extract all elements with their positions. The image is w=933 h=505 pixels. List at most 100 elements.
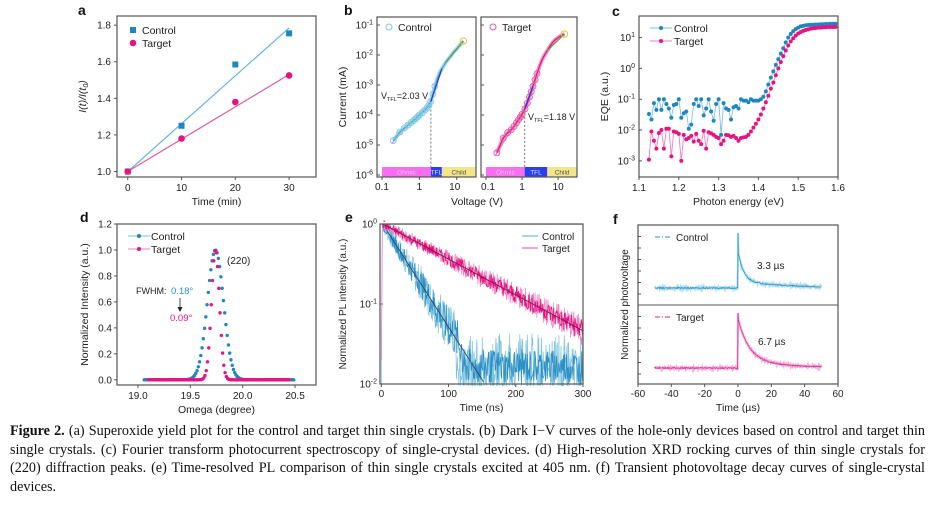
data-point-target bbox=[124, 168, 132, 175]
x-tick-label: 100 bbox=[440, 389, 457, 400]
data-point bbox=[768, 75, 773, 80]
data-point bbox=[669, 115, 674, 120]
x-tick-label: -60 bbox=[631, 389, 646, 400]
x-tick-label: 0.1 bbox=[481, 182, 495, 193]
legend-marker-control bbox=[130, 27, 136, 33]
x-tick-label: 10 bbox=[176, 183, 188, 194]
data-point bbox=[758, 112, 763, 117]
data-point bbox=[418, 109, 426, 117]
x-axis-label: Time (min) bbox=[192, 196, 242, 208]
panel-label-b: b bbox=[344, 2, 353, 18]
legend-label-control: Control bbox=[142, 25, 176, 37]
data-point bbox=[679, 115, 684, 120]
data-point bbox=[219, 333, 224, 338]
y-tick-label: 10-3 bbox=[356, 80, 373, 92]
y-tick-label: 10-4 bbox=[356, 110, 373, 122]
vtfl-label: VTFL=1.18 V bbox=[528, 112, 575, 124]
data-point bbox=[761, 94, 766, 99]
pl-trace-control bbox=[382, 224, 584, 385]
data-point bbox=[499, 134, 507, 142]
data-point bbox=[709, 109, 714, 114]
data-point-end bbox=[459, 37, 468, 45]
data-point bbox=[661, 97, 666, 102]
data-point bbox=[197, 360, 202, 364]
data-point bbox=[220, 286, 224, 291]
data-point-target bbox=[178, 135, 185, 142]
x-tick-label: 1 bbox=[417, 182, 423, 193]
data-point bbox=[217, 286, 221, 291]
x-tick-label: 20 bbox=[766, 389, 778, 400]
y-axis-label: EQE (a.u.) bbox=[599, 72, 611, 122]
x-tick-label: 0 bbox=[379, 389, 385, 400]
data-point bbox=[651, 101, 656, 106]
data-point bbox=[389, 137, 397, 145]
data-point bbox=[694, 131, 699, 136]
caption-text: (a) Superoxide yield plot for the contro… bbox=[10, 423, 925, 495]
x-tick-label: 19.0 bbox=[128, 391, 148, 402]
data-point bbox=[736, 106, 741, 111]
data-point bbox=[711, 118, 716, 123]
data-point bbox=[696, 104, 701, 109]
data-point bbox=[425, 101, 433, 109]
data-point-target bbox=[232, 98, 239, 106]
axes-frame-b-target bbox=[480, 16, 578, 178]
x-tick-label: 1.6 bbox=[831, 183, 845, 194]
region-band-ohmic bbox=[486, 167, 525, 177]
y-tick-label: 0.0 bbox=[98, 375, 112, 386]
data-point bbox=[833, 24, 838, 29]
x-axis-label: Time (ns) bbox=[460, 402, 504, 414]
legend-marker-control bbox=[137, 234, 141, 238]
data-point-control bbox=[232, 61, 239, 68]
lifetime-label-control: 3.3 µs bbox=[757, 261, 784, 272]
region-label-tfl: TFL bbox=[431, 170, 443, 177]
panel-label-f: f bbox=[613, 211, 618, 227]
y-tick-label: 10-2 bbox=[356, 50, 373, 62]
data-point bbox=[210, 278, 215, 283]
fwhm-control-value: 0.18° bbox=[171, 286, 193, 297]
data-point bbox=[676, 97, 681, 102]
data-point bbox=[396, 128, 404, 136]
data-point bbox=[781, 54, 786, 59]
data-point bbox=[654, 146, 659, 151]
data-point bbox=[699, 97, 704, 102]
fit-line-tfl bbox=[524, 86, 534, 110]
y-axis-label: Normalized PL intensity (a.u.) bbox=[338, 239, 349, 370]
data-point bbox=[751, 125, 756, 130]
data-point bbox=[221, 298, 226, 303]
data-point bbox=[231, 367, 236, 372]
y-tick-label: 10-2 bbox=[360, 379, 377, 391]
legend-marker-control bbox=[659, 26, 663, 30]
data-point bbox=[736, 138, 741, 143]
y-tick-label: 100 bbox=[362, 219, 377, 231]
data-point bbox=[656, 131, 661, 136]
legend-label-target: Target bbox=[674, 36, 703, 48]
y-tick-label: 10-3 bbox=[618, 155, 635, 167]
fwhm-target-value: 0.09° bbox=[170, 313, 192, 324]
data-point bbox=[704, 106, 709, 111]
data-point bbox=[219, 275, 223, 279]
y-tick-label: 1.2 bbox=[97, 130, 111, 141]
data-point bbox=[694, 97, 699, 102]
axes-frame-d bbox=[116, 223, 317, 386]
y-tick-label: 10-1 bbox=[618, 94, 635, 106]
region-band-child bbox=[547, 167, 577, 177]
data-point bbox=[212, 259, 216, 263]
x-tick-label: 1.2 bbox=[672, 183, 686, 194]
x-tick-label: 20.0 bbox=[233, 391, 253, 402]
tpv-trace-target bbox=[654, 312, 822, 370]
data-point bbox=[674, 101, 679, 106]
x-tick-label: 1.1 bbox=[632, 183, 646, 194]
x-tick-label: 300 bbox=[575, 389, 592, 400]
fwhm-arrow-head bbox=[177, 307, 183, 312]
data-point bbox=[646, 157, 651, 162]
data-point bbox=[208, 326, 212, 331]
data-point bbox=[204, 315, 208, 319]
x-tick-label: 1 bbox=[519, 182, 525, 193]
data-point bbox=[659, 128, 664, 133]
data-point bbox=[706, 97, 711, 102]
data-point bbox=[766, 82, 771, 87]
data-point bbox=[788, 39, 793, 44]
data-point bbox=[229, 358, 233, 362]
y-tick-label: 10-5 bbox=[356, 140, 373, 152]
legend-label-target: Target bbox=[676, 313, 704, 324]
